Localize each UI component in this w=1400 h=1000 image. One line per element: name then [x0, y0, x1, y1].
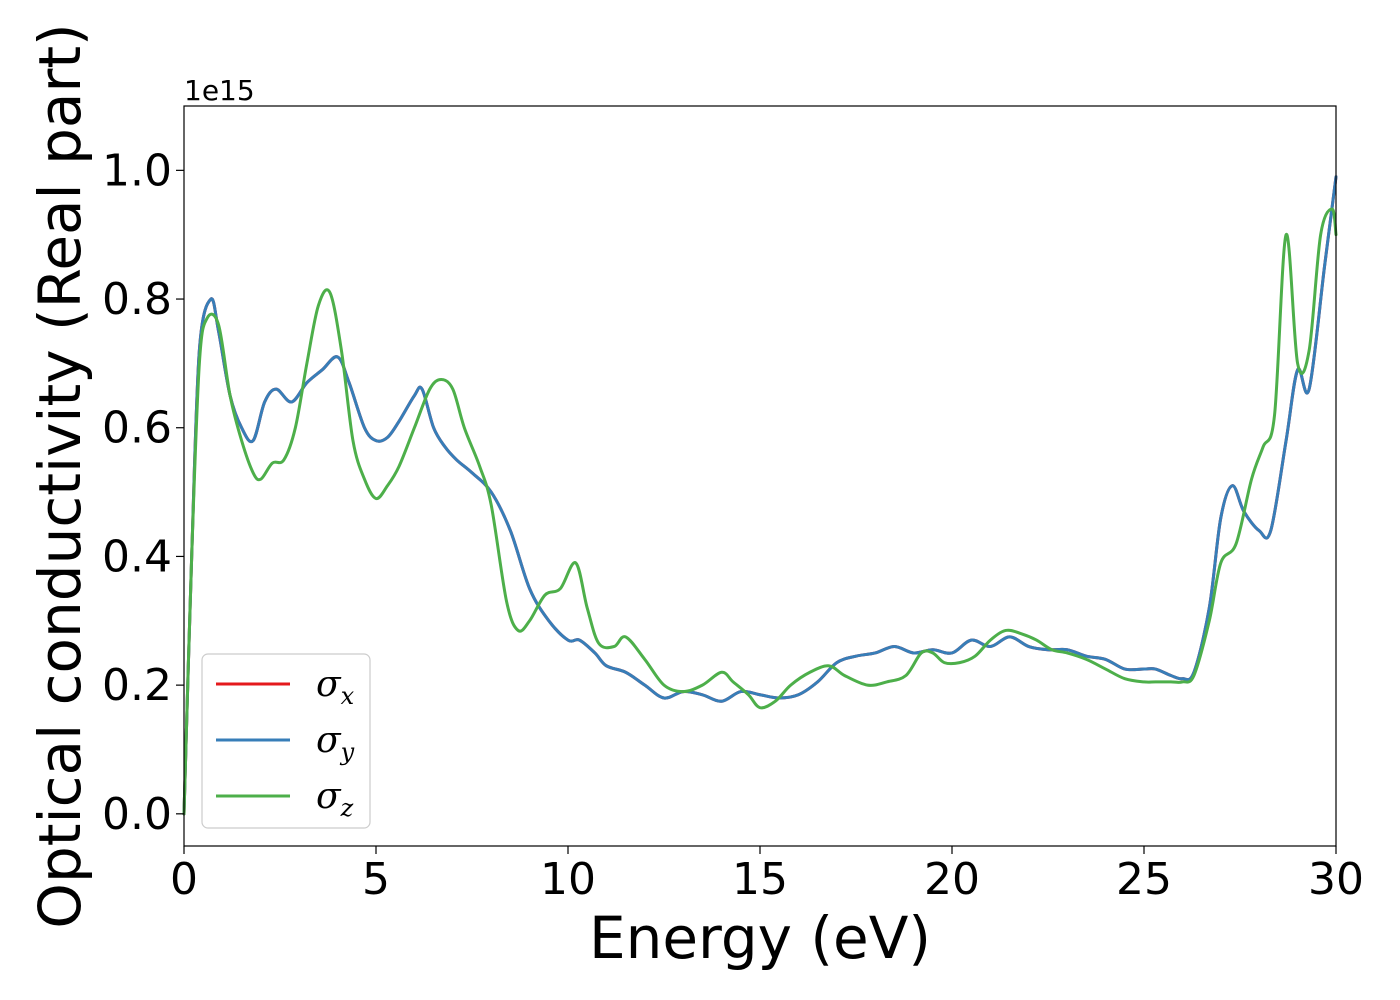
legend-label-y: σy: [316, 720, 355, 766]
legend-label-z: σz: [316, 776, 354, 822]
x-tick-label: 15: [732, 854, 788, 905]
y-tick-label: 0.4: [102, 531, 172, 582]
legend-label-x: σx: [316, 664, 355, 710]
y-tick-label: 0.2: [102, 660, 172, 711]
series-line-y: [182, 175, 1338, 816]
y-tick-label: 0.0: [102, 789, 172, 840]
x-tick-label: 5: [362, 854, 390, 905]
x-tick-label: 10: [540, 854, 596, 905]
x-axis-title: Energy (eV): [589, 904, 931, 972]
y-tick-label: 0.6: [102, 403, 172, 454]
x-tick-label: 20: [924, 854, 980, 905]
series-layer: [182, 175, 1338, 816]
y-tick-label: 1.0: [102, 145, 172, 196]
x-tick-label: 0: [170, 854, 198, 905]
x-tick-label: 25: [1116, 854, 1172, 905]
x-tick-label: 30: [1308, 854, 1364, 905]
y-tick-label: 0.8: [102, 274, 172, 325]
series-line-z: [182, 207, 1338, 816]
legend: σx σy σz: [201, 653, 371, 829]
x-axis: 0 5 10 15 20 25 30: [170, 846, 1364, 905]
y-axis-title: Optical conductivity (Real part): [26, 23, 94, 928]
plot-area: [184, 106, 1336, 846]
y-axis: 0.0 0.2 0.4 0.6 0.8 1.0: [102, 145, 184, 840]
y-offset-label: 1e15: [184, 74, 255, 107]
